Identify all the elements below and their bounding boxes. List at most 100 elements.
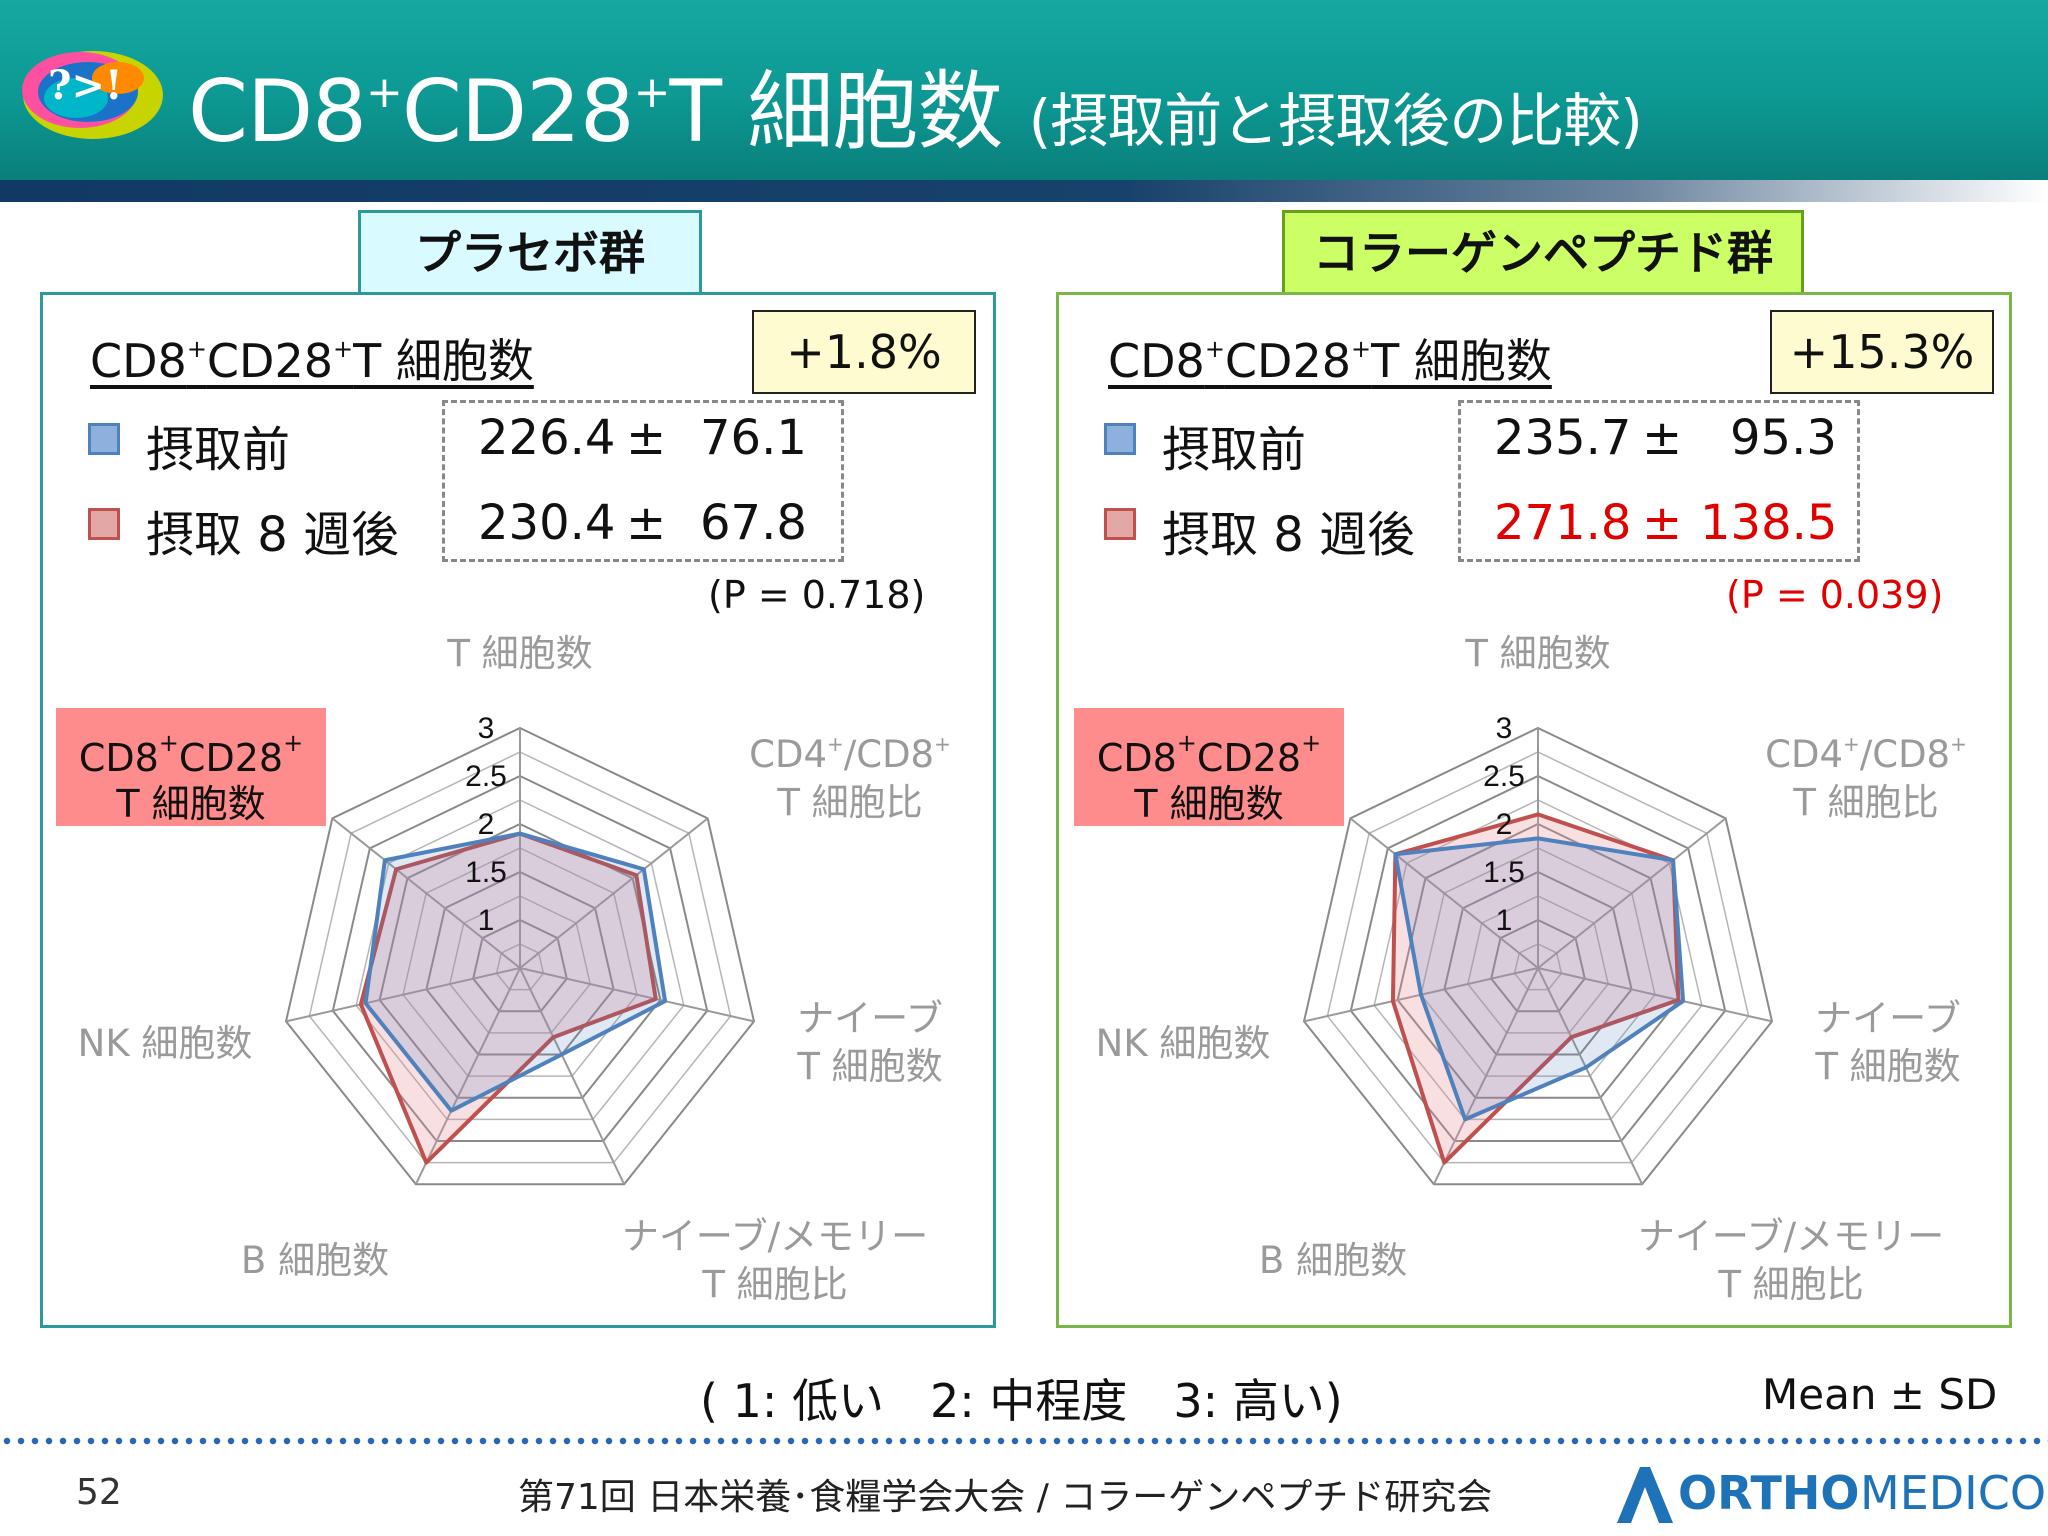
radar-tick-label: 3 xyxy=(478,712,495,745)
axis-line: T 細胞比 xyxy=(1793,781,1939,824)
scale-note: ( 1: 低い 2: 中程度 3: 高い) xyxy=(700,1374,1343,1428)
panel-placebo xyxy=(40,292,996,1328)
plus-minus: ± xyxy=(1642,495,1683,551)
group-tab-collagen: コラーゲンペプチド群 xyxy=(1282,210,1804,293)
heading-text: CD28 xyxy=(1224,334,1351,388)
conference-text: 第71回 日本栄養･食糧学会大会 / コラーゲンペプチド研究会 xyxy=(518,1477,1493,1518)
radar-tick-label: 1 xyxy=(478,904,495,937)
after-mean: 271.8 xyxy=(1494,495,1632,551)
pill-sup: + xyxy=(1301,729,1322,757)
axis-line: CD4+/CD8+ xyxy=(1756,720,1976,779)
axis-line: T 細胞比 xyxy=(777,781,923,824)
page-number: 52 xyxy=(76,1472,122,1513)
radar-gridline xyxy=(1302,726,1774,1186)
radar-gridline xyxy=(284,726,756,1186)
radar-series-before xyxy=(1393,836,1686,1122)
heading-sup: + xyxy=(186,335,207,363)
axis-label-t: T 細胞数 xyxy=(447,632,593,675)
radar-gridline xyxy=(495,943,545,991)
radar-series-before xyxy=(363,831,668,1113)
radar-gridline xyxy=(425,870,615,1056)
radar-spoke xyxy=(331,817,521,969)
pill-sup: + xyxy=(1176,729,1197,757)
highlight-pill: CD8+CD28+ T 細胞数 xyxy=(1074,708,1344,826)
radar-gridline xyxy=(1513,943,1563,991)
radar-tick-label: 2.5 xyxy=(465,760,507,793)
axis-line: T 細胞比 xyxy=(702,1263,848,1306)
axis-line: T 細胞数 xyxy=(797,1045,943,1088)
axis-sup: + xyxy=(934,732,951,756)
radar-gridline xyxy=(331,774,709,1142)
radar-gridline xyxy=(378,822,662,1099)
axis-line: ナイーブ/メモリー xyxy=(1637,1215,1945,1258)
radar-spoke xyxy=(1432,967,1539,1185)
pill-text: CD8 xyxy=(1096,736,1177,780)
axis-line: ナイーブ xyxy=(1815,997,1961,1040)
radar-tick-label: 2 xyxy=(478,808,495,841)
heading-sup: + xyxy=(1351,335,1372,363)
before-mean: 226.4 xyxy=(478,410,616,466)
page-title: CD8+CD28+T 細胞数 (摂取前と摂取後の比較) xyxy=(188,38,1643,162)
logo-icon xyxy=(18,40,168,145)
pill-sup: + xyxy=(158,729,179,757)
stats-box xyxy=(1458,400,1860,562)
brand-ortho: ORTHO xyxy=(1678,1466,1860,1520)
radar-spoke xyxy=(519,967,755,1023)
footer-divider xyxy=(0,1435,2048,1447)
after-sd: 138.5 xyxy=(1700,495,1838,551)
axis-label-b: B 細胞数 xyxy=(240,1239,390,1282)
axis-label-naive: ナイーブ T 細胞数 xyxy=(1788,995,1988,1091)
heading-sup: + xyxy=(333,335,354,363)
heading-text: CD8 xyxy=(90,334,187,388)
after-sd: 67.8 xyxy=(700,495,807,551)
pill-line2: T 細胞数 xyxy=(116,782,266,826)
radar-tick-label: 1 xyxy=(1496,904,1513,937)
axis-line: CD4+/CD8+ xyxy=(740,720,960,779)
brand-logo-icon xyxy=(1605,1465,1675,1525)
panel-heading: CD8+CD28+T 細胞数 xyxy=(1108,325,1552,391)
plus-minus: ± xyxy=(1642,410,1683,466)
radar-gridline xyxy=(472,918,568,1013)
before-sd: 76.1 xyxy=(700,410,807,466)
pill-text: CD28 xyxy=(1196,736,1302,780)
heading-sup: + xyxy=(1204,335,1225,363)
heading-text: T 細胞数 xyxy=(353,334,534,388)
axis-label-b: B 細胞数 xyxy=(1258,1239,1408,1282)
radar-gridline xyxy=(1420,847,1656,1077)
legend-before-label: 摂取前 xyxy=(1162,422,1307,478)
axis-text: /CD8 xyxy=(843,733,935,776)
plus-minus: ± xyxy=(626,495,667,551)
title-underline xyxy=(0,180,2048,202)
highlight-pill: CD8+CD28+ T 細胞数 xyxy=(56,708,326,826)
axis-sup: + xyxy=(827,732,844,756)
before-mean: 235.7 xyxy=(1494,410,1632,466)
title-part: CD8 xyxy=(188,62,367,162)
radar-gridline xyxy=(1466,895,1610,1034)
change-badge: +1.8% xyxy=(752,310,976,394)
title-sup: + xyxy=(366,67,403,118)
before-sd: 95.3 xyxy=(1730,410,1837,466)
radar-tick-label: 1.5 xyxy=(465,856,507,889)
heading-text: T 細胞数 xyxy=(1371,334,1552,388)
plus-minus: ± xyxy=(626,410,667,466)
radar-gridline xyxy=(1490,918,1586,1013)
axis-text: CD4 xyxy=(749,733,827,776)
legend-after-label: 摂取 8 週後 xyxy=(146,507,400,563)
axis-label-t: T 細胞数 xyxy=(1465,632,1611,675)
after-mean: 230.4 xyxy=(478,495,616,551)
radar-series-after xyxy=(358,831,658,1165)
pill-text: CD28 xyxy=(178,736,284,780)
legend-before-swatch xyxy=(88,423,120,455)
axis-text: /CD8 xyxy=(1859,733,1951,776)
radar-gridline xyxy=(1396,822,1680,1099)
axis-line: ナイーブ/メモリー xyxy=(621,1215,929,1258)
radar-tick-label: 1.5 xyxy=(1483,856,1525,889)
heading-text: CD28 xyxy=(206,334,333,388)
title-subtitle: (摂取前と摂取後の比較) xyxy=(1028,87,1643,155)
title-part: CD28 xyxy=(401,62,635,162)
legend-before-swatch xyxy=(1104,423,1136,455)
logo-text: ?>! xyxy=(48,62,123,109)
axis-label-naive-memory: ナイーブ/メモリー T 細胞比 xyxy=(1636,1213,1946,1309)
